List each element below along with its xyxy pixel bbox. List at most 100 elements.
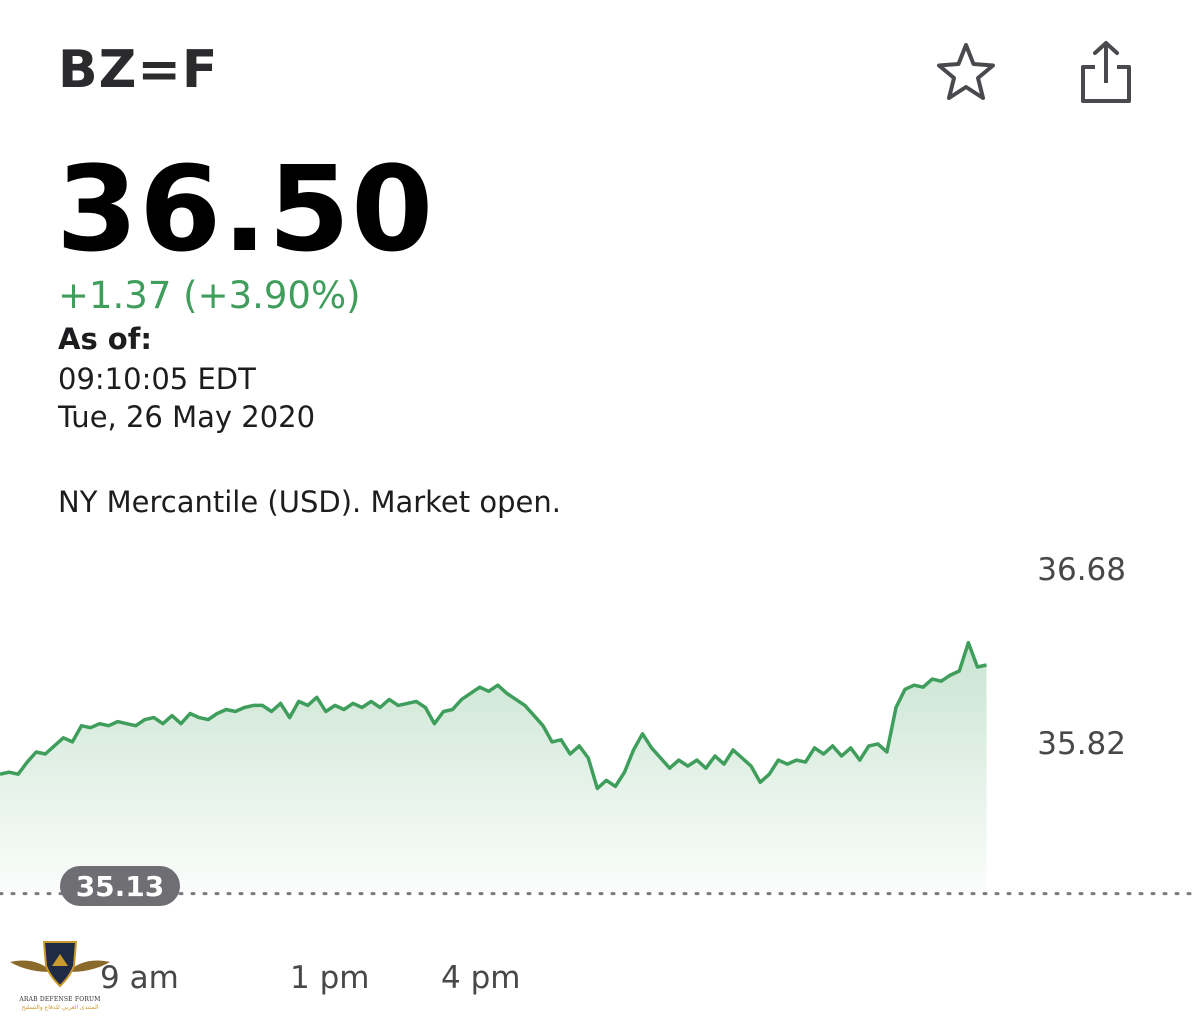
price-point [70,740,74,744]
price-point [116,720,120,724]
price-point [333,703,337,707]
price-point [948,673,952,677]
add-to-watchlist-button[interactable] [926,32,1006,112]
watermark-brand: ARAB DEFENSE FORUM [19,996,101,1003]
price-point [125,722,129,726]
price-point [288,716,292,720]
price-point [668,766,672,770]
price-point [704,766,708,770]
share-icon [1081,41,1131,103]
price-point [107,724,111,728]
price-point [840,754,844,758]
price-point [541,724,545,728]
price-change: +1.37 (+3.90%) [58,274,361,317]
x-tick-label-1pm: 1 pm [290,960,370,996]
price-point [677,758,681,762]
price-point [89,726,93,730]
price-point [61,736,65,740]
price-point [613,784,617,788]
price-point [405,701,409,705]
price-point [767,772,771,776]
as-of-label: As of: [58,322,152,356]
price-point [396,703,400,707]
price-point [849,746,853,750]
previous-close-badge: 35.13 [60,866,180,906]
forum-watermark-logo: ARAB DEFENSE FORUM المنتدى العربي للدفاع… [8,932,112,1012]
price-point [505,691,509,695]
price-point [568,752,572,756]
price-point [731,748,735,752]
price-point [831,744,835,748]
last-price: 36.50 [56,140,435,278]
price-series-line [0,640,987,791]
price-point [523,703,527,707]
price-point [686,764,690,768]
price-point [804,760,808,764]
price-point [387,697,391,701]
price-point [478,685,482,689]
price-point [966,641,970,645]
price-point [251,703,255,707]
price-point [876,742,880,746]
price-point [34,750,38,754]
price-point [414,699,418,703]
price-point [7,770,11,774]
as-of-date: Tue, 26 May 2020 [58,400,316,434]
price-area-fill [0,642,987,894]
price-point [650,746,654,750]
price-point [487,689,491,693]
price-point [550,740,554,744]
price-point [577,744,581,748]
price-point [378,706,382,710]
share-button[interactable] [1066,32,1146,112]
price-point [324,710,328,714]
price-point [604,778,608,782]
price-point [532,714,536,718]
price-point [423,706,427,710]
price-point [206,718,210,722]
price-point [776,758,780,762]
market-status: NY Mercantile (USD). Market open. [58,485,561,519]
price-point [451,708,455,712]
price-point [785,762,789,766]
price-point [152,716,156,720]
price-point [985,663,989,667]
price-point [858,758,862,762]
price-point [80,724,84,728]
price-point [279,701,283,705]
price-point [749,764,753,768]
price-point [894,706,898,710]
price-point [98,722,102,726]
price-point [197,716,201,720]
price-point [586,756,590,760]
price-point [170,714,174,718]
price-point [975,665,979,669]
price-point [270,710,274,714]
price-point [460,697,464,701]
price-point [134,724,138,728]
x-tick-label-4pm: 4 pm [441,960,521,996]
price-point [641,732,645,736]
y-tick-label-top: 36.68 [1037,552,1126,588]
x-tick-label-9am: 9 am [100,960,179,996]
price-point [242,706,246,710]
price-point [957,669,961,673]
price-point [432,722,436,726]
price-point [740,756,744,760]
price-point [233,710,237,714]
price-point [261,703,265,707]
price-point [939,679,943,683]
price-point [43,752,47,756]
forum-logo-icon [10,941,110,988]
watermark-arabic-tagline: المنتدى العربي للدفاع والتسليح [21,1004,99,1011]
price-point [623,770,627,774]
price-point [867,744,871,748]
ticker-symbol: BZ=F [58,40,219,100]
price-point [161,722,165,726]
price-point [360,706,364,710]
price-point [713,754,717,758]
price-chart[interactable] [0,540,1199,1016]
price-point [143,718,147,722]
price-point [224,708,228,712]
price-point [930,677,934,681]
